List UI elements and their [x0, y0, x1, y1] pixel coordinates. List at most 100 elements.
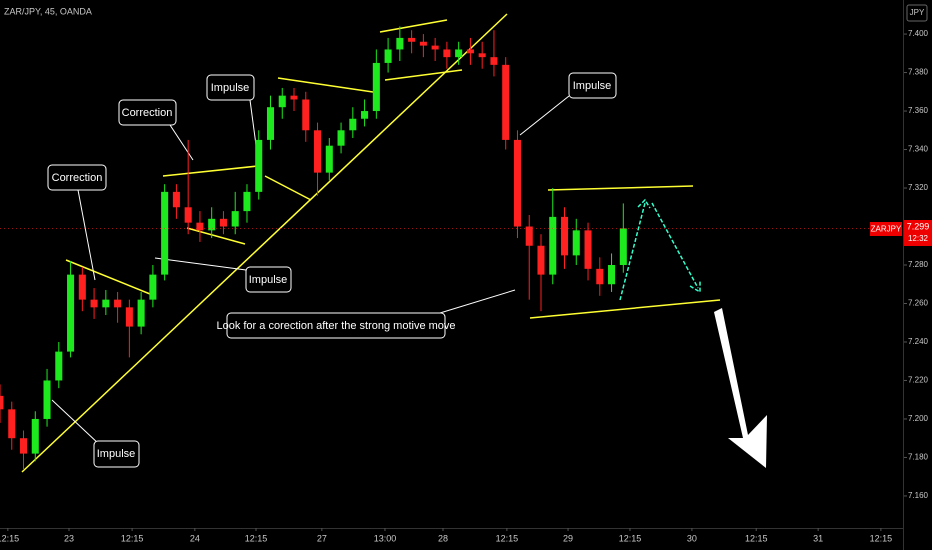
- candle-body: [0, 395, 4, 410]
- candle-body: [337, 130, 345, 146]
- price-tag: ZARJPY 7.299 12:32: [870, 220, 932, 246]
- candle-body: [478, 53, 486, 58]
- y-tick-label: 7.160: [908, 491, 929, 500]
- candle-body: [19, 438, 28, 454]
- candle-body: [584, 230, 592, 269]
- x-tick-label: 12:15: [496, 533, 519, 543]
- callout-box[interactable]: [568, 72, 617, 99]
- drawings: [21, 13, 767, 473]
- candle-body: [172, 191, 180, 208]
- annotations: Correction Correction Impulse Impulse Im…: [47, 72, 617, 468]
- x-tick-label: 24: [190, 533, 200, 543]
- candle-body: [255, 139, 263, 192]
- trendline: [264, 175, 312, 201]
- callout-box[interactable]: [93, 440, 140, 468]
- callout-text: Impulse: [211, 82, 250, 94]
- y-tick-label: 7.360: [908, 106, 929, 115]
- x-tick-label: 12:15: [870, 533, 893, 543]
- candle-body: [384, 49, 392, 63]
- callout-text: Impulse: [249, 274, 288, 286]
- candle-body: [455, 49, 463, 58]
- candle-body: [502, 64, 510, 140]
- price-axis: [904, 0, 932, 550]
- projection-arrow: [619, 198, 701, 301]
- candle-body: [372, 62, 380, 112]
- candle-body: [55, 351, 63, 381]
- trendline: [277, 77, 374, 93]
- candle-body: [43, 380, 51, 419]
- candle-body: [266, 107, 275, 140]
- callout-pointer: [154, 257, 247, 271]
- candle-body: [431, 45, 439, 50]
- trendline: [186, 227, 246, 245]
- candle-body: [78, 274, 86, 300]
- x-tick-label: 27: [317, 533, 327, 543]
- callout-box[interactable]: [226, 312, 446, 339]
- candle-body: [560, 216, 569, 256]
- x-tick-label: 12:15: [619, 533, 642, 543]
- candle-body: [278, 95, 286, 108]
- candle-body: [408, 37, 416, 42]
- callout-pointer: [439, 289, 516, 314]
- trendline: [21, 13, 508, 473]
- candle-body: [208, 218, 216, 231]
- currency-badge[interactable]: [906, 4, 928, 22]
- candle-body: [572, 230, 580, 256]
- candle-body: [490, 57, 498, 65]
- callout-pointer: [77, 189, 96, 281]
- y-tick-label: 7.200: [908, 414, 929, 423]
- y-tick-label: 7.260: [908, 299, 929, 308]
- last-price-tag: [904, 220, 932, 246]
- trendline: [162, 165, 259, 177]
- x-tick-label: 12:15: [0, 533, 19, 543]
- x-tick-label: 23: [64, 533, 74, 543]
- currency: JPY: [910, 8, 925, 17]
- callout-text: Look for a corection after the strong mo…: [216, 320, 455, 332]
- candle-body: [137, 299, 145, 327]
- callout-pointer: [51, 399, 101, 446]
- y-tick-label: 7.380: [908, 68, 929, 77]
- candle-body: [114, 299, 122, 308]
- candle-body: [231, 211, 239, 227]
- candle-body: [219, 218, 227, 227]
- callout-text: Correction: [52, 172, 103, 184]
- callout-text: Impulse: [97, 448, 136, 460]
- candle-body: [67, 274, 75, 352]
- candle-body: [349, 118, 357, 131]
- candle-body: [419, 41, 427, 46]
- x-tick-label: 12:15: [121, 533, 144, 543]
- y-tick-label: 7.220: [908, 376, 929, 385]
- candle-body: [196, 222, 204, 231]
- callout-pointer: [519, 95, 570, 136]
- callout-pointer: [169, 124, 194, 161]
- candle-body: [466, 49, 474, 54]
- candle-body: [443, 49, 451, 58]
- callout-pointer: [249, 99, 257, 146]
- candle-body: [8, 409, 16, 439]
- x-tick-label: 12:15: [245, 533, 268, 543]
- candle-body: [243, 191, 251, 212]
- candle-body: [513, 139, 521, 227]
- callout-box[interactable]: [206, 74, 255, 101]
- trendline: [65, 259, 156, 297]
- candle-body: [161, 191, 169, 275]
- candle-body: [537, 245, 545, 275]
- y-tick-label: 7.240: [908, 337, 929, 346]
- x-tick-label: 28: [438, 533, 448, 543]
- last-price: 7.299: [907, 221, 930, 231]
- candle-body: [361, 111, 369, 119]
- y-tick-label: 7.400: [908, 29, 929, 38]
- callout-box[interactable]: [245, 266, 292, 293]
- candle-body: [125, 307, 133, 327]
- trendline: [547, 185, 694, 191]
- countdown: 12:32: [908, 234, 929, 243]
- symbol: ZARJPY: [871, 225, 902, 234]
- callout-box[interactable]: [118, 99, 177, 126]
- candle-body: [102, 299, 110, 308]
- x-tick-label: 12:15: [745, 533, 768, 543]
- candle-body: [302, 99, 310, 131]
- trendline: [529, 299, 721, 319]
- callout-box[interactable]: [47, 164, 107, 191]
- candle-body: [549, 216, 557, 275]
